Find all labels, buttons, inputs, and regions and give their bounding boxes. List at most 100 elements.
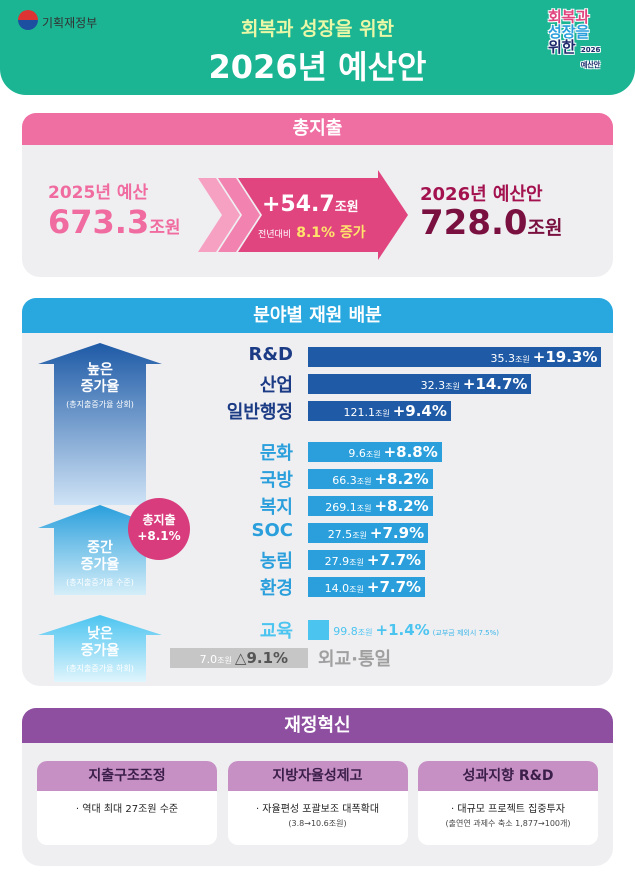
unit: 조원: [365, 450, 381, 459]
reform-card: 지출구조조정 · 역대 최대 27조원 수준: [37, 761, 217, 845]
group-note: (총지출증가율 수준): [66, 578, 134, 587]
bar: [308, 496, 433, 516]
unit: 조원: [527, 217, 563, 239]
card-text: · 역대 최대 27조원 수준: [75, 804, 179, 815]
group-label: 중간 증가율 (총지출증가율 수준): [54, 540, 146, 591]
prev-value: 673.3: [48, 203, 150, 241]
card-text: · 대규모 프로젝트 집중투자: [451, 804, 565, 815]
unit: 조원: [349, 585, 364, 594]
row-name: 환경: [259, 578, 293, 599]
row-label: 7.0조원 △9.1%: [200, 648, 288, 668]
yoy-value: 8.1% 증가: [296, 225, 366, 241]
rate: +7.9%: [369, 524, 425, 542]
reform-card: 지방자율성제고 · 자율편성 포괄보조 대폭확대 (3.8→10.6조원): [227, 761, 408, 845]
badge-text: 2026: [580, 46, 601, 54]
bar: [308, 442, 442, 462]
card-body: · 자율편성 포괄보조 대폭확대 (3.8→10.6조원): [228, 791, 408, 831]
row-name: 농림: [259, 551, 293, 572]
rate: +9.4%: [392, 402, 447, 420]
row-name: 복지: [259, 497, 293, 518]
change-value: +54.7: [262, 192, 335, 217]
group-name: 낮은 증가율: [80, 626, 120, 659]
bar: [308, 620, 330, 640]
bar: [308, 550, 426, 570]
badge-text: 회복과: [548, 8, 590, 26]
unit: 조원: [334, 200, 359, 215]
amount: 269.1: [325, 501, 357, 514]
group-label: 높은 증가율 (총지출증가율 상회): [54, 362, 146, 413]
rate: +14.7%: [462, 375, 528, 393]
badge-text: 예산안: [580, 61, 601, 69]
amount: 35.3: [490, 352, 516, 365]
unit: 조원: [515, 355, 530, 364]
group-note: (총지출증가율 상회): [66, 400, 134, 409]
badge-text: +8.1%: [137, 529, 181, 543]
amount: 27.5: [327, 528, 353, 541]
row-label: 27.9조원 +7.7%: [325, 550, 421, 570]
badge-text: 총지출: [142, 513, 176, 527]
rate: +7.7%: [366, 551, 422, 569]
card-body: · 대규모 프로젝트 집중투자 (출연연 과제수 축소 1,877→100개): [418, 791, 598, 831]
card-title: 지출구조조정: [37, 761, 217, 791]
amount: 9.6: [348, 447, 366, 460]
bar: [308, 469, 433, 489]
row-label: 27.5조원 +7.9%: [328, 523, 424, 543]
row-name: 문화: [259, 443, 293, 464]
subtitle: 회복과 성장을 위한: [240, 18, 395, 40]
row-label: 32.3조원 +14.7%: [421, 374, 528, 394]
section-heading: 재정혁신: [22, 708, 613, 743]
rate: +8.2%: [374, 497, 429, 515]
yoy: 전년대비 8.1% 증가: [258, 222, 366, 242]
amount: 27.9: [324, 555, 350, 568]
bar: [308, 523, 429, 543]
rate: +1.4%: [375, 621, 430, 639]
logo: [18, 10, 38, 30]
unit: 조원: [149, 218, 181, 238]
row-name: 교육: [259, 621, 293, 642]
row-name: SOC: [251, 520, 293, 541]
section-heading: 분야별 재원 배분: [22, 298, 613, 333]
badge-text: 성장을: [548, 23, 590, 41]
card-text: · 자율편성 포괄보조 대폭확대: [255, 804, 380, 815]
note: (교부금 제외시 7.5%): [432, 629, 500, 637]
rate: +19.3%: [532, 348, 598, 366]
amount: 7.0: [199, 653, 218, 666]
unit: 조원: [217, 656, 232, 665]
unit: 조원: [357, 628, 373, 637]
bar: [308, 577, 426, 597]
row-label: 35.3조원 +19.3%: [491, 347, 598, 367]
row-name: 일반행정: [226, 402, 293, 423]
row-name: 산업: [259, 375, 293, 396]
reform-card: 성과지향 R&D · 대규모 프로젝트 집중투자 (출연연 과제수 축소 1,877…: [418, 761, 598, 845]
rate: +8.8%: [383, 443, 438, 461]
rate: +7.7%: [366, 578, 422, 596]
ministry: 기획재정부: [42, 16, 98, 30]
badge: 회복과 성장을 위한 2026 예산안: [548, 10, 614, 70]
next-value: 728.0: [420, 203, 528, 243]
amount: 121.1: [343, 406, 375, 419]
group-name: 높은 증가율: [80, 362, 120, 395]
row-name: 국방: [259, 470, 293, 491]
section-heading: 총지출: [22, 113, 613, 145]
header: [0, 0, 635, 95]
amount: 99.8: [333, 625, 358, 638]
group-name: 중간 증가율: [80, 540, 120, 573]
unit: 조원: [374, 409, 390, 418]
card-note: (출연연 과제수 축소 1,877→100개): [445, 819, 571, 828]
prev-label: 2025년 예산: [48, 183, 149, 203]
unit: 조원: [352, 531, 367, 540]
row-name: R&D: [248, 344, 294, 365]
row-name: 외교·통일: [318, 649, 392, 670]
title: 2026년 예산안: [208, 48, 427, 86]
card-body: · 역대 최대 27조원 수준: [37, 791, 217, 817]
group-note: (총지출증가율 하회): [66, 664, 134, 673]
card-title: 지방자율성제고: [227, 761, 408, 791]
rate: △9.1%: [234, 649, 289, 667]
yoy-label: 전년대비: [258, 230, 292, 240]
average-badge: 총지출 +8.1%: [128, 498, 190, 560]
amount: 32.3: [420, 379, 446, 392]
bar: [308, 401, 451, 421]
bar: [308, 374, 532, 394]
unit: 조원: [445, 382, 460, 391]
